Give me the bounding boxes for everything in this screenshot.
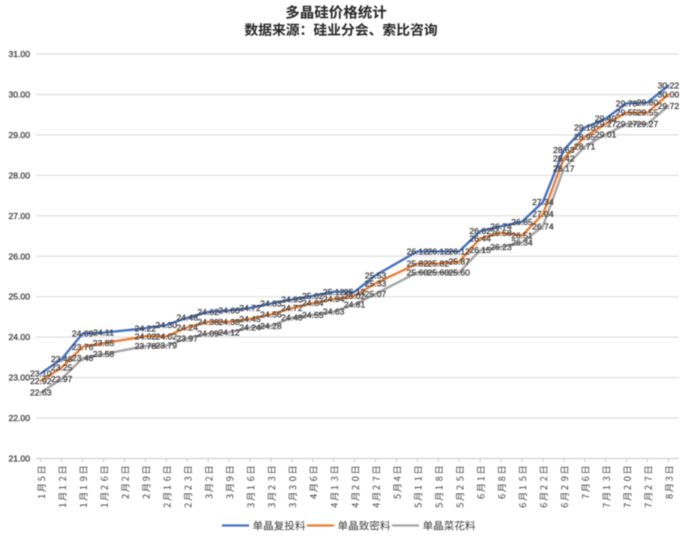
svg-text:30.00: 30.00: [8, 89, 30, 99]
svg-text:25.33: 25.33: [365, 278, 387, 288]
svg-text:23.79: 23.79: [156, 341, 178, 351]
svg-text:27.04: 27.04: [532, 209, 554, 219]
svg-text:24.02: 24.02: [156, 331, 178, 341]
svg-text:24.09: 24.09: [197, 329, 219, 339]
svg-text:24.24: 24.24: [176, 322, 198, 332]
svg-text:29.55: 29.55: [637, 108, 659, 118]
svg-text:26.62: 26.62: [469, 226, 491, 236]
svg-text:29.40: 29.40: [595, 114, 617, 124]
svg-text:24.94: 24.94: [323, 294, 345, 304]
svg-text:26.12: 26.12: [448, 246, 470, 256]
svg-text:24.55: 24.55: [302, 310, 324, 320]
svg-text:29.27: 29.27: [637, 119, 659, 129]
svg-text:24.66: 24.66: [218, 305, 240, 315]
svg-text:26.74: 26.74: [532, 221, 554, 231]
svg-text:24.72: 24.72: [281, 303, 303, 313]
svg-text:25.07: 25.07: [365, 289, 387, 299]
svg-text:25.60: 25.60: [428, 267, 450, 277]
svg-text:24.12: 24.12: [218, 327, 240, 337]
svg-text:25.60: 25.60: [407, 267, 429, 277]
svg-text:26.23: 26.23: [490, 242, 512, 252]
svg-text:25.02: 25.02: [302, 291, 324, 301]
svg-text:24.11: 24.11: [93, 328, 114, 338]
svg-text:23.48: 23.48: [72, 353, 94, 363]
svg-text:25.12: 25.12: [323, 287, 345, 297]
svg-text:28.63: 28.63: [553, 145, 575, 155]
svg-text:28.42: 28.42: [553, 153, 575, 163]
svg-text:26.74: 26.74: [490, 221, 512, 231]
svg-text:28.17: 28.17: [553, 163, 575, 173]
svg-text:24.24: 24.24: [239, 322, 261, 332]
svg-text:23.46: 23.46: [51, 354, 73, 364]
svg-text:21.00: 21.00: [8, 454, 30, 464]
svg-text:29.78: 29.78: [616, 98, 638, 108]
svg-text:25.53: 25.53: [365, 270, 387, 280]
svg-text:28.00: 28.00: [8, 170, 30, 180]
svg-text:31.00: 31.00: [8, 49, 30, 59]
svg-text:29.55: 29.55: [616, 108, 638, 118]
svg-text:22.92: 22.92: [30, 376, 52, 386]
svg-text:24.48: 24.48: [281, 313, 303, 323]
svg-text:26.85: 26.85: [511, 217, 533, 227]
svg-text:26.34: 26.34: [511, 238, 533, 248]
svg-text:25.82: 25.82: [407, 259, 429, 269]
svg-text:23.78: 23.78: [135, 341, 157, 351]
svg-text:25.02: 25.02: [344, 291, 366, 301]
svg-text:24.56: 24.56: [260, 310, 282, 320]
svg-text:24.72: 24.72: [239, 303, 261, 313]
svg-text:24.62: 24.62: [197, 307, 219, 317]
svg-text:24.38: 24.38: [218, 317, 240, 327]
svg-text:24.22: 24.22: [135, 323, 157, 333]
svg-text:26.12: 26.12: [407, 246, 429, 256]
svg-text:26.51: 26.51: [511, 231, 533, 241]
svg-text:26.00: 26.00: [8, 251, 30, 261]
svg-text:24.45: 24.45: [239, 314, 261, 324]
svg-text:24.84: 24.84: [302, 298, 324, 308]
svg-text:25.60: 25.60: [448, 267, 470, 277]
svg-text:29.72: 29.72: [658, 101, 680, 111]
svg-text:24.30: 24.30: [156, 320, 178, 330]
svg-text:28.95: 28.95: [574, 132, 596, 142]
svg-text:23.10: 23.10: [30, 369, 52, 379]
svg-text:29.18: 29.18: [574, 123, 596, 133]
svg-text:26.58: 26.58: [490, 228, 512, 238]
svg-text:24.38: 24.38: [197, 317, 219, 327]
svg-text:24.81: 24.81: [344, 299, 366, 309]
svg-text:22.00: 22.00: [8, 413, 30, 423]
svg-text:24.63: 24.63: [323, 307, 345, 317]
svg-text:24.48: 24.48: [176, 313, 198, 323]
svg-text:22.97: 22.97: [51, 374, 73, 384]
svg-text:30.00: 30.00: [658, 89, 680, 99]
svg-text:27.00: 27.00: [8, 211, 30, 221]
svg-text:25.00: 25.00: [8, 292, 30, 302]
svg-text:22.63: 22.63: [30, 388, 52, 398]
svg-text:29.01: 29.01: [595, 130, 617, 140]
svg-text:24.02: 24.02: [135, 331, 157, 341]
svg-text:29.27: 29.27: [616, 119, 638, 129]
svg-text:25.82: 25.82: [428, 259, 450, 269]
svg-text:23.58: 23.58: [93, 349, 115, 359]
svg-text:27.34: 27.34: [532, 197, 554, 207]
svg-text:26.12: 26.12: [428, 246, 450, 256]
svg-text:24.09: 24.09: [72, 329, 94, 339]
svg-text:25.87: 25.87: [448, 257, 470, 267]
svg-text:29.80: 29.80: [637, 98, 659, 108]
svg-text:24.83: 24.83: [260, 299, 282, 309]
svg-text:23.85: 23.85: [93, 338, 115, 348]
svg-text:25.12: 25.12: [344, 287, 366, 297]
svg-text:24.93: 24.93: [281, 295, 303, 305]
svg-text:28.71: 28.71: [574, 142, 596, 152]
svg-text:24.00: 24.00: [8, 332, 30, 342]
svg-text:30.22: 30.22: [658, 81, 680, 91]
svg-text:26.44: 26.44: [469, 233, 491, 243]
svg-text:23.00: 23.00: [8, 373, 30, 383]
svg-text:23.76: 23.76: [72, 342, 94, 352]
svg-text:24.28: 24.28: [260, 321, 282, 331]
svg-text:29.27: 29.27: [595, 119, 617, 129]
svg-text:29.00: 29.00: [8, 130, 30, 140]
svg-text:23.25: 23.25: [51, 362, 73, 372]
svg-text:26.15: 26.15: [469, 245, 491, 255]
svg-text:23.97: 23.97: [176, 333, 198, 343]
